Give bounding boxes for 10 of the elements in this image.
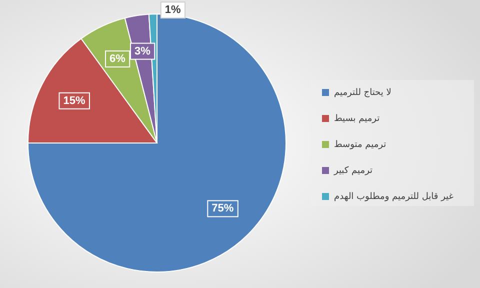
data-label: 3% bbox=[134, 45, 151, 58]
legend-label: ترميم متوسط bbox=[334, 140, 387, 150]
data-label: 6% bbox=[110, 52, 126, 65]
data-label: 1% bbox=[164, 4, 181, 16]
slice-label: لا يحتاج للترميم bbox=[334, 88, 392, 98]
data-label: 15% bbox=[63, 94, 86, 107]
legend-label: ترميم بسيط bbox=[334, 114, 380, 124]
data-label: 75% bbox=[212, 202, 234, 215]
legend-label: غير قابل للترميم ومطلوب الهدم bbox=[334, 192, 454, 202]
legend-label: ترميم كبير bbox=[333, 166, 374, 176]
